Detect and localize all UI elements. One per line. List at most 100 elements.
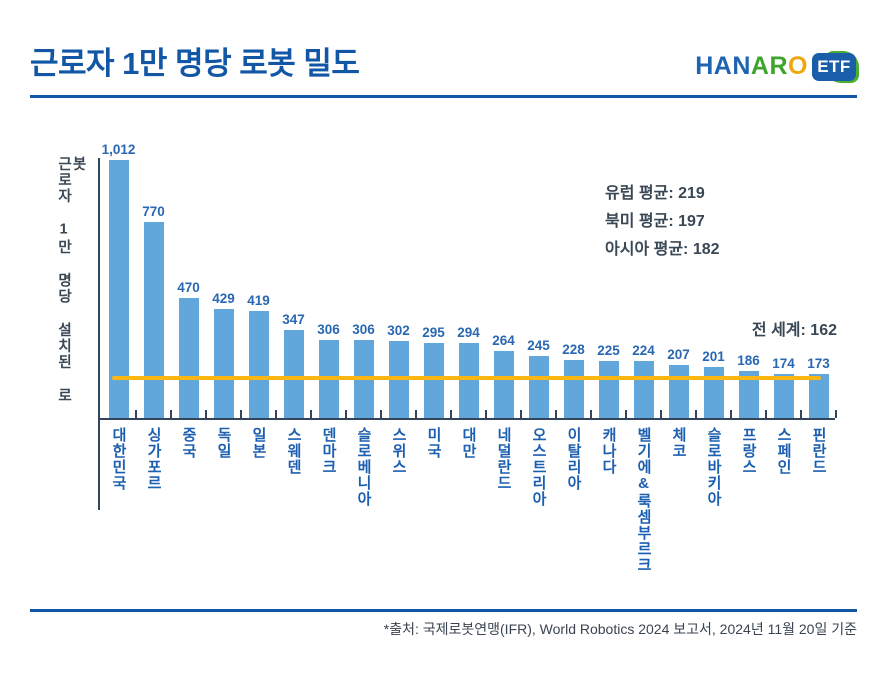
bar — [773, 374, 794, 418]
bar — [108, 160, 129, 418]
x-axis-line — [98, 418, 835, 420]
axis-tick — [170, 410, 172, 418]
axis-tick — [765, 410, 767, 418]
north-america-average: 북미 평균: 197 — [605, 213, 705, 230]
bar-value-label: 264 — [492, 333, 515, 348]
category-label-slot: 캐나다 — [591, 427, 626, 573]
world-average-reference-line — [112, 376, 821, 380]
category-label-slot: 슬로바키아 — [696, 427, 731, 573]
category-label: 일본 — [250, 427, 267, 459]
bar-slot: 1,012 — [101, 142, 136, 418]
category-label: 스페인 — [775, 427, 792, 475]
bar — [598, 361, 619, 418]
x-axis-ticks — [101, 410, 837, 418]
category-label-slot: 싱가포르 — [136, 427, 171, 573]
category-label-slot: 핀란드 — [801, 427, 836, 573]
category-label: 미국 — [425, 427, 442, 459]
category-label-slot: 스위스 — [381, 427, 416, 573]
axis-tick — [730, 410, 732, 418]
category-label-slot: 네덜란드 — [486, 427, 521, 573]
logo-letter: R — [769, 52, 789, 80]
category-label-slot: 스웨덴 — [276, 427, 311, 573]
header-divider — [30, 95, 857, 98]
etf-badge: ETF — [812, 50, 859, 83]
category-label-slot: 대만 — [451, 427, 486, 573]
category-label: 핀란드 — [810, 427, 827, 475]
bar-value-label: 173 — [807, 356, 830, 371]
bar-slot: 224 — [626, 150, 661, 418]
logo-letter: N — [732, 52, 751, 80]
axis-tick — [310, 410, 312, 418]
europe-average: 유럽 평균: 219 — [605, 185, 705, 202]
bar-slot: 245 — [521, 150, 556, 418]
bar-value-label: 770 — [142, 204, 165, 219]
axis-tick — [345, 410, 347, 418]
category-label: 네덜란드 — [495, 427, 512, 491]
category-label: 슬로바키아 — [705, 427, 722, 507]
category-label: 오스트리아 — [530, 427, 547, 507]
axis-tick — [555, 410, 557, 418]
bar-slot: 186 — [731, 150, 766, 418]
bar — [143, 222, 164, 418]
bar — [563, 360, 584, 418]
bar — [458, 343, 479, 418]
category-label: 체코 — [670, 427, 687, 459]
bar — [738, 371, 759, 418]
axis-tick — [240, 410, 242, 418]
bar — [248, 311, 269, 418]
bar-slot: 264 — [486, 150, 521, 418]
bar-value-label: 429 — [212, 291, 235, 306]
category-label: 덴마크 — [320, 427, 337, 475]
axis-tick — [590, 410, 592, 418]
axis-tick — [695, 410, 697, 418]
bar-slot: 228 — [556, 150, 591, 418]
bar-slot: 173 — [801, 150, 836, 418]
logo-letter: A — [750, 52, 770, 80]
bar-slot: 470 — [171, 150, 206, 418]
asia-average: 아시아 평균: 182 — [605, 241, 720, 258]
category-label-slot: 프랑스 — [731, 427, 766, 573]
bar-slot: 429 — [206, 150, 241, 418]
axis-tick — [205, 410, 207, 418]
bar — [808, 374, 829, 418]
category-label: 프랑스 — [740, 427, 757, 475]
bar — [493, 351, 514, 418]
bar-value-label: 207 — [667, 347, 690, 362]
bar-slot: 295 — [416, 150, 451, 418]
category-label: 대만 — [460, 427, 477, 459]
region-averages: 유럽 평균: 219 북미 평균: 197 아시아 평균: 182 — [605, 180, 720, 264]
bar-value-label: 245 — [527, 338, 550, 353]
bar-value-label: 302 — [387, 323, 410, 338]
category-label-slot: 스페인 — [766, 427, 801, 573]
category-label-slot: 벨기에&룩셈부르크 — [626, 427, 661, 573]
axis-tick — [450, 410, 452, 418]
category-label-slot: 대한민국 — [101, 427, 136, 573]
bar — [633, 361, 654, 418]
category-label-slot: 독일 — [206, 427, 241, 573]
bar — [528, 356, 549, 418]
bar-value-label: 470 — [177, 280, 200, 295]
bar-slot: 225 — [591, 150, 626, 418]
axis-tick — [625, 410, 627, 418]
category-label-slot: 덴마크 — [311, 427, 346, 573]
logo-letter: O — [788, 52, 808, 80]
bar-value-label: 225 — [597, 343, 620, 358]
category-label-slot: 슬로베니아 — [346, 427, 381, 573]
bar-slot: 419 — [241, 150, 276, 418]
category-label: 중국 — [180, 427, 197, 459]
bar-slot: 347 — [276, 150, 311, 418]
y-axis-label: 근로자 1만 명당 설치된 로봇 — [55, 156, 87, 404]
bar — [283, 330, 304, 418]
bar-value-label: 294 — [457, 325, 480, 340]
bar — [423, 343, 444, 418]
category-label-slot: 중국 — [171, 427, 206, 573]
bar — [213, 309, 234, 418]
bar-value-label: 201 — [702, 349, 725, 364]
bar-value-label: 306 — [352, 322, 375, 337]
category-label-slot: 이탈리아 — [556, 427, 591, 573]
world-average-label: 전 세계: 162 — [751, 322, 837, 339]
bar-slot: 770 — [136, 150, 171, 418]
axis-tick — [415, 410, 417, 418]
